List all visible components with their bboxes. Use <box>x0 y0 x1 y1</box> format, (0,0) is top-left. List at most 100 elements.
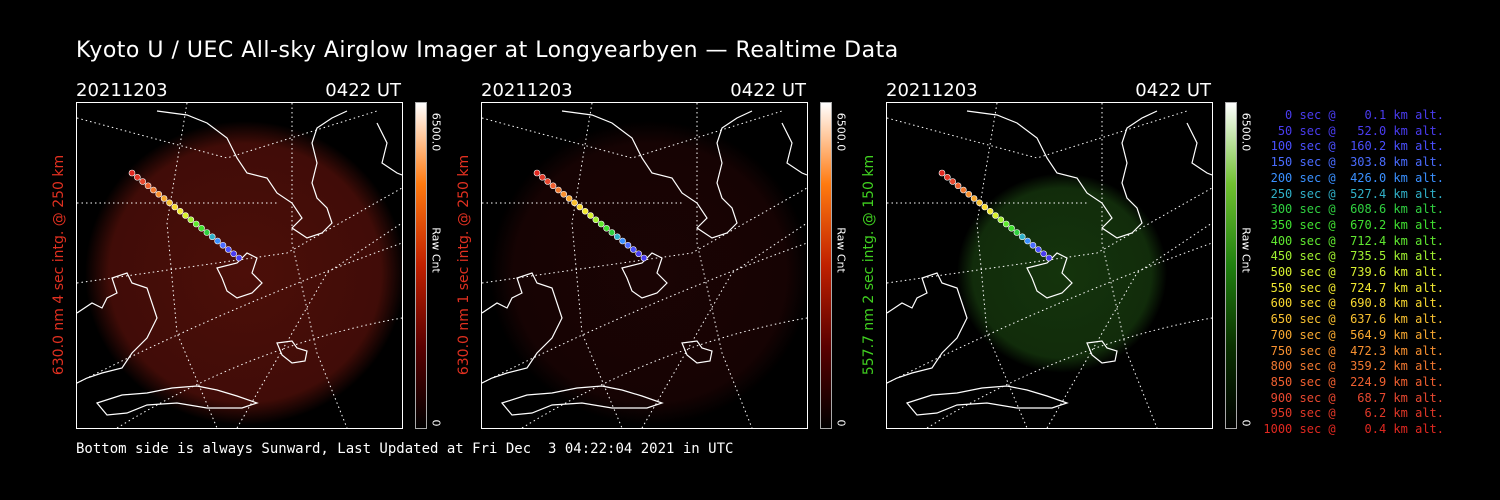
trajectory-point <box>603 224 610 232</box>
panel-date: 20211203 <box>481 80 573 101</box>
coastline <box>500 385 664 416</box>
trajectory-point <box>182 212 189 219</box>
grid-line <box>976 103 1028 428</box>
grid-line <box>116 317 402 428</box>
trajectory-point <box>938 169 946 177</box>
trajectory-point <box>635 250 642 258</box>
trajectory-point <box>1040 250 1047 258</box>
trajectory-point <box>608 229 616 236</box>
trajectory-point <box>235 254 243 262</box>
trajectory-point <box>139 178 146 185</box>
legend-entry: 600 sec @ 690.8 km alt. <box>1270 296 1444 311</box>
trajectory-point <box>960 186 967 194</box>
trajectory-point <box>1029 241 1037 249</box>
trajectory-point <box>160 195 168 202</box>
panel-date: 20211203 <box>76 80 168 101</box>
legend-entry: 850 sec @ 224.9 km alt. <box>1270 374 1444 389</box>
panel-ylabel: 630.0 nm 4 sec intg. @ 250 km <box>51 154 67 375</box>
grid-line <box>641 222 807 428</box>
legend-entry: 1000 sec @ 0.4 km alt. <box>1263 422 1444 437</box>
legend-entry: 0 sec @ 0.1 km alt. <box>1285 108 1444 122</box>
trajectory-point <box>1002 220 1010 228</box>
trajectory-point <box>1035 246 1042 253</box>
trajectory-point <box>1018 233 1026 241</box>
coastline <box>905 385 1069 416</box>
trajectory-point <box>1008 224 1015 232</box>
trajectory-point <box>198 224 205 232</box>
coastline <box>376 122 402 176</box>
colorbar-unit: Raw Cnt <box>834 227 848 273</box>
legend-entry: 50 sec @ 52.0 km alt. <box>1277 123 1444 138</box>
coastline <box>681 340 713 364</box>
coastline <box>156 110 348 239</box>
airglow-emission <box>490 121 807 425</box>
grid-line <box>166 103 218 428</box>
legend-entry: 950 sec @ 6.2 km alt. <box>1270 406 1444 421</box>
trajectory-point <box>613 233 621 241</box>
trajectory-point <box>560 190 568 198</box>
trajectory-legend: 0 sec @ 0.1 km alt. 50 sec @ 52.0 km alt… <box>1263 108 1444 438</box>
trajectory-point <box>219 241 227 249</box>
colorbar-max: 6500.0 <box>834 112 848 152</box>
coastline <box>781 122 807 176</box>
trajectory-point <box>597 220 605 228</box>
trajectory-point <box>981 203 989 211</box>
trajectory-point <box>192 220 200 228</box>
trajectory-point <box>134 173 141 181</box>
colorbar-min: 0 <box>429 419 443 427</box>
panel-ylabel: 630.0 nm 1 sec intg. @ 250 km <box>456 154 472 375</box>
panel-time: 0422 UT <box>730 80 806 101</box>
trajectory-point <box>965 190 973 198</box>
trajectory-point <box>1024 237 1031 245</box>
trajectory-point <box>539 173 546 181</box>
trajectory-point <box>986 207 994 215</box>
page-title: Kyoto U / UEC All-sky Airglow Imager at … <box>76 38 899 63</box>
colorbar-min: 0 <box>834 419 848 427</box>
colorbar-max: 6500.0 <box>429 112 443 152</box>
trajectory-point <box>187 216 195 224</box>
coastline <box>887 272 968 384</box>
legend-entry: 200 sec @ 426.0 km alt. <box>1270 170 1444 185</box>
coastline <box>276 340 308 364</box>
trajectory-point <box>970 195 978 202</box>
grid-line <box>482 187 807 284</box>
imager-panel-1: 20211203 0422 UT 630.0 nm 4 sec intg. @ … <box>51 80 476 430</box>
coastline <box>966 110 1158 239</box>
trajectory-point <box>230 250 237 258</box>
trajectory-point <box>640 254 648 262</box>
trajectory-point <box>214 237 221 245</box>
trajectory-point <box>592 216 600 224</box>
colorbar <box>1225 102 1237 429</box>
grid-line <box>521 317 807 428</box>
trajectory-point <box>587 212 594 219</box>
trajectory-point <box>544 178 551 185</box>
colorbar <box>415 102 427 429</box>
colorbar-unit: Raw Cnt <box>1239 227 1253 273</box>
coastline <box>1026 252 1073 299</box>
trajectory-point <box>128 169 136 177</box>
airglow-emission <box>85 121 402 425</box>
trajectory-point <box>997 216 1005 224</box>
legend-entry: 800 sec @ 359.2 km alt. <box>1270 359 1444 374</box>
legend-entry: 400 sec @ 712.4 km alt. <box>1270 233 1444 248</box>
colorbar-max: 6500.0 <box>1239 112 1253 152</box>
grid-line <box>696 103 753 428</box>
trajectory-point <box>144 182 152 190</box>
trajectory-point <box>203 229 211 236</box>
trajectory-point <box>976 199 983 207</box>
legend-entry: 900 sec @ 68.7 km alt. <box>1270 390 1444 405</box>
trajectory-point <box>1045 254 1053 262</box>
trajectory-point <box>155 190 163 198</box>
coastline <box>77 272 158 384</box>
grid-line <box>77 187 402 284</box>
imager-panel-3: 20211203 0422 UT 557.7 nm 2 sec intg. @ … <box>861 80 1286 430</box>
colorbar <box>820 102 832 429</box>
imager-panel-2: 20211203 0422 UT 630.0 nm 1 sec intg. @ … <box>456 80 881 430</box>
coastline <box>561 110 753 239</box>
trajectory-point <box>171 203 179 211</box>
update-footer: Bottom side is always Sunward, Last Upda… <box>76 441 734 457</box>
trajectory-point <box>576 203 584 211</box>
legend-entry: 450 sec @ 735.5 km alt. <box>1270 249 1444 264</box>
trajectory-point <box>949 178 956 185</box>
legend-entry: 650 sec @ 637.6 km alt. <box>1270 312 1444 327</box>
